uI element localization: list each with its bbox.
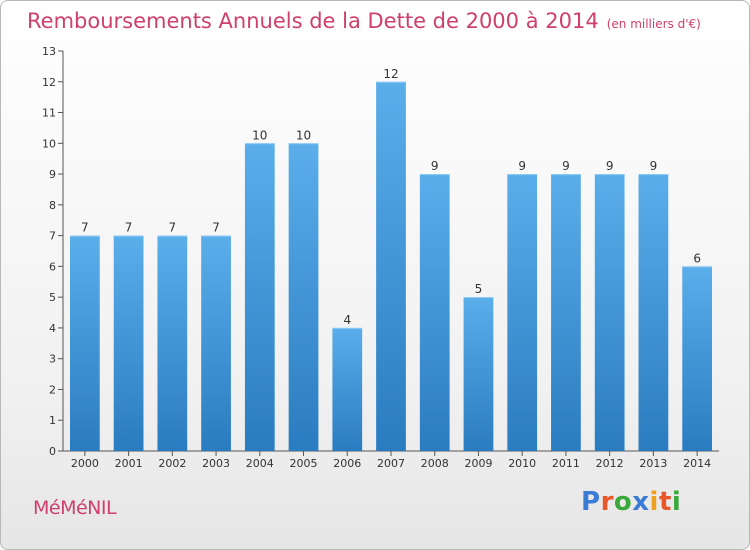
chart-subtitle: (en milliers d'€) bbox=[606, 17, 701, 31]
x-tick-label: 2004 bbox=[246, 457, 274, 470]
y-tick-label: 13 bbox=[42, 45, 56, 58]
logo-letter: o bbox=[613, 487, 633, 517]
x-tick-label: 2012 bbox=[596, 457, 624, 470]
bar bbox=[594, 174, 625, 452]
bar bbox=[507, 174, 538, 452]
data-label: 10 bbox=[252, 128, 267, 142]
bar bbox=[113, 235, 144, 451]
x-tick-label: 2007 bbox=[377, 457, 405, 470]
x-tick-label: 2009 bbox=[464, 457, 492, 470]
data-label: 9 bbox=[431, 159, 439, 173]
x-tick-label: 2002 bbox=[158, 457, 186, 470]
y-tick-label: 3 bbox=[49, 353, 56, 366]
bar bbox=[638, 174, 669, 452]
y-tick-label: 7 bbox=[49, 230, 56, 243]
data-label: 9 bbox=[650, 159, 658, 173]
bar bbox=[551, 174, 581, 452]
data-label: 9 bbox=[518, 159, 526, 173]
y-tick-label: 8 bbox=[49, 199, 56, 212]
data-label: 7 bbox=[212, 221, 220, 235]
x-tick-label: 2003 bbox=[202, 457, 230, 470]
logo-letter: x bbox=[632, 487, 650, 517]
y-tick-label: 9 bbox=[49, 168, 56, 181]
y-tick-label: 1 bbox=[49, 414, 56, 427]
bar bbox=[682, 266, 713, 451]
bar bbox=[201, 235, 231, 451]
x-tick-label: 2010 bbox=[508, 457, 536, 470]
logo-letter: r bbox=[600, 487, 614, 517]
data-label: 9 bbox=[606, 159, 614, 173]
chart-title-block: Remboursements Annuels de la Dette de 20… bbox=[27, 9, 701, 33]
y-tick-label: 6 bbox=[49, 260, 56, 273]
chart-bars bbox=[69, 81, 713, 452]
data-label: 7 bbox=[125, 221, 133, 235]
data-label: 6 bbox=[693, 251, 701, 265]
bar bbox=[288, 143, 319, 452]
bar bbox=[244, 143, 275, 452]
y-tick-label: 12 bbox=[42, 76, 56, 89]
x-tick-label: 2001 bbox=[115, 457, 143, 470]
y-tick-label: 11 bbox=[42, 107, 56, 120]
x-tick-label: 2014 bbox=[683, 457, 711, 470]
logo-letter: i bbox=[649, 487, 659, 517]
x-tick-label: 2013 bbox=[639, 457, 667, 470]
data-label: 4 bbox=[343, 313, 351, 327]
data-label: 9 bbox=[562, 159, 570, 173]
logo-letter: i bbox=[671, 487, 682, 517]
data-label: 7 bbox=[81, 221, 89, 235]
data-label: 12 bbox=[383, 67, 398, 81]
x-tick-label: 2008 bbox=[421, 457, 449, 470]
bar bbox=[376, 81, 406, 452]
x-tick-label: 2005 bbox=[290, 457, 318, 470]
data-label: 10 bbox=[296, 128, 311, 142]
y-tick-label: 2 bbox=[49, 383, 56, 396]
data-label: 5 bbox=[475, 282, 483, 296]
y-tick-label: 4 bbox=[49, 322, 56, 335]
y-tick-label: 5 bbox=[49, 291, 56, 304]
logo-letter: t bbox=[658, 487, 672, 517]
x-tick-label: 2006 bbox=[333, 457, 361, 470]
logo-letter: P bbox=[581, 487, 601, 517]
x-tick-label: 2011 bbox=[552, 457, 580, 470]
data-label: 7 bbox=[169, 221, 177, 235]
y-tick-label: 10 bbox=[42, 137, 56, 150]
bar bbox=[69, 235, 100, 451]
bar bbox=[157, 235, 188, 451]
bar bbox=[463, 297, 494, 451]
chart-labels: 7 7 7 7 10 10 4 12 9 5 9 9 9 9 6 bbox=[81, 67, 701, 327]
commune-name: MéMéNIL bbox=[33, 497, 117, 519]
bar bbox=[419, 174, 450, 452]
bar bbox=[332, 327, 363, 451]
proxiti-logo[interactable]: Proxiti bbox=[581, 487, 681, 517]
y-tick-label: 0 bbox=[49, 445, 56, 458]
chart-title: Remboursements Annuels de la Dette de 20… bbox=[27, 9, 599, 33]
x-tick-label: 2000 bbox=[71, 457, 99, 470]
